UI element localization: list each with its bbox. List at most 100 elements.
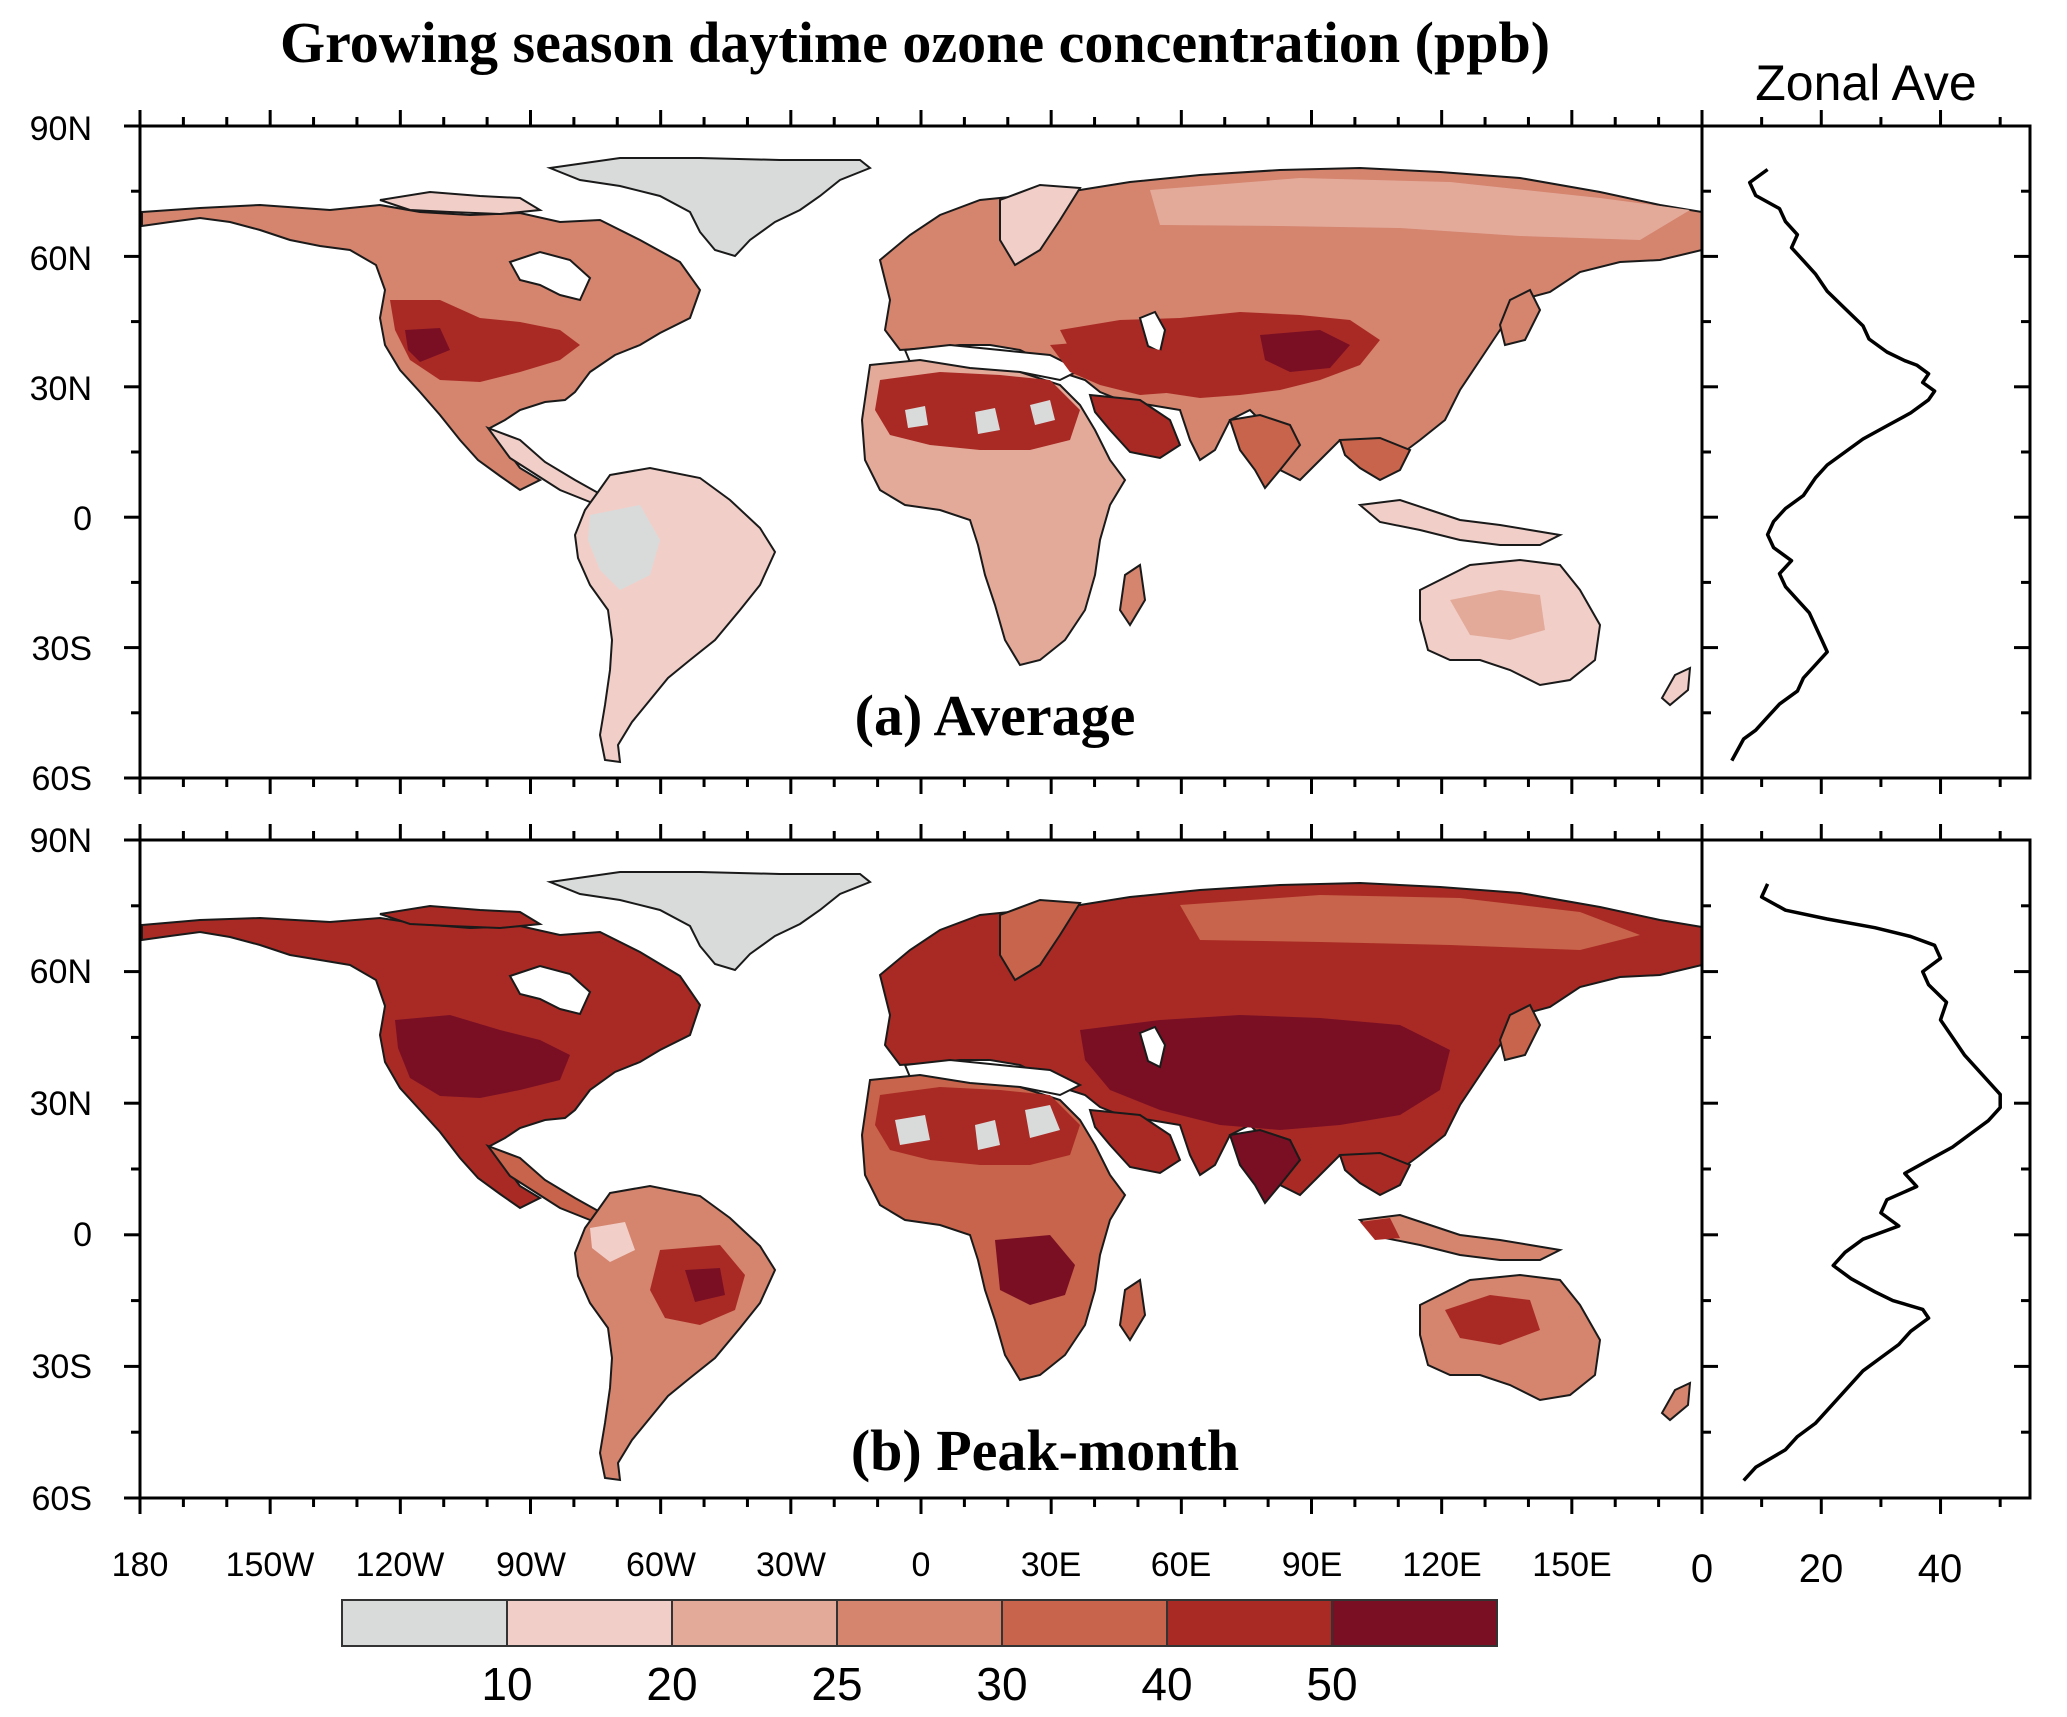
australia-a-mid	[1450, 590, 1545, 640]
colorbar	[341, 1599, 1498, 1647]
greenland-a	[546, 157, 872, 258]
lat-label-30s-b: 30S	[32, 1348, 93, 1386]
southeast-asia-b	[1338, 1151, 1412, 1197]
siberia-b-mid	[1180, 895, 1640, 950]
siberia-a-light	[1150, 178, 1690, 240]
caspian-a	[1138, 310, 1167, 354]
lat-label-30s-a: 30S	[32, 630, 93, 668]
japan-b	[1498, 1003, 1542, 1062]
lat-label-60n-a: 60N	[30, 240, 92, 278]
lon-label-180: 180	[112, 1546, 169, 1584]
india-a	[1228, 413, 1302, 490]
indonesia-a	[1357, 498, 1564, 546]
amazon-a	[588, 505, 660, 590]
lat-label-90n-a: 90N	[30, 110, 92, 148]
north-america-a-dark	[390, 300, 580, 382]
zonal-average-lines	[1730, 168, 2002, 1482]
north-america-b-darkest	[395, 1015, 570, 1098]
lon-label-90e: 90E	[1282, 1546, 1343, 1584]
colorbar-label-30: 30	[976, 1658, 1027, 1710]
colorbar-swatch	[506, 1599, 673, 1647]
asia-b-darkest	[1080, 1015, 1450, 1130]
madagascar-a	[1118, 563, 1147, 627]
arabia-b	[1088, 1108, 1182, 1175]
lat-label-60s-b: 60S	[32, 1480, 93, 1518]
sahara-a	[875, 372, 1080, 450]
zonal-a-frame	[1700, 124, 2032, 780]
lat-label-60s-a: 60S	[32, 760, 93, 798]
south-america-b-darkest	[685, 1268, 725, 1302]
central-africa-b-darkest	[995, 1235, 1075, 1305]
lon-label-120w: 120W	[356, 1546, 445, 1584]
lat-label-90n-b: 90N	[30, 822, 92, 860]
panel-b-land	[141, 871, 1702, 1482]
colorbar-swatch	[341, 1599, 508, 1647]
colorbar-label-40: 40	[1141, 1658, 1192, 1710]
india-b	[1228, 1128, 1302, 1205]
panel-a-map: (a) Average	[138, 124, 1704, 780]
lon-label-30w: 30W	[756, 1546, 826, 1584]
lon-label-0: 0	[912, 1546, 931, 1584]
figure-title: Growing season daytime ozone concentrati…	[280, 10, 1550, 75]
lat-label-0-b: 0	[73, 1216, 92, 1254]
colorbar-label-25: 25	[811, 1658, 862, 1710]
colorbar-swatch	[671, 1599, 838, 1647]
lat-label-0-a: 0	[73, 500, 92, 538]
lat-label-60n-b: 60N	[30, 953, 92, 991]
scandinavia-b	[999, 898, 1082, 982]
arctic-islands-b	[379, 904, 544, 930]
lon-labels: 180 150W 120W 90W 60W 30W 0 30E 60E 90E …	[112, 1546, 1612, 1584]
zonal-tick-20: 20	[1799, 1547, 1844, 1591]
arabia-a	[1088, 393, 1182, 460]
indonesia-b-dark	[1360, 1218, 1400, 1240]
north-america-a-darkest	[405, 328, 450, 362]
colorbar-labels: 10 20 25 30 40 50	[481, 1658, 1357, 1710]
colorbar-label-10: 10	[481, 1658, 532, 1710]
turkey-iran-a	[1050, 340, 1200, 395]
zonal-tick-labels: 0 20 40	[1691, 1547, 1962, 1591]
lon-label-120e: 120E	[1402, 1546, 1481, 1584]
hudson-bay-a	[508, 250, 592, 302]
lon-label-90w: 90W	[496, 1546, 566, 1584]
colorbar-label-20: 20	[646, 1658, 697, 1710]
caspian-b	[1138, 1025, 1167, 1069]
zonal-average-line-a	[1730, 168, 1937, 762]
panel-b-label: (b) Peak-month	[851, 1418, 1239, 1483]
colorbar-swatch	[1166, 1599, 1333, 1647]
lat-labels-panel-a: 90N 60N 30N 0 30S 60S	[30, 110, 92, 798]
colorbar-swatch	[1331, 1599, 1498, 1647]
madagascar-b	[1118, 1278, 1147, 1342]
zonal-tick-0: 0	[1691, 1547, 1713, 1591]
panel-a-label: (a) Average	[855, 683, 1136, 748]
sahara-b-gaps	[895, 1105, 1060, 1150]
australia-b-dark	[1445, 1295, 1540, 1345]
sahara-a-gaps	[905, 400, 1055, 434]
scandinavia-a	[999, 183, 1082, 267]
new-zealand-a	[1660, 666, 1692, 707]
lat-label-30n-a: 30N	[30, 370, 92, 408]
southeast-asia-a	[1338, 436, 1412, 482]
japan-a	[1498, 288, 1542, 347]
arctic-islands-a	[379, 190, 544, 216]
zonal-b-frame	[1700, 838, 2032, 1500]
tibet-a-darkest	[1260, 330, 1350, 372]
colorbar-label-50: 50	[1306, 1658, 1357, 1710]
lon-label-30e: 30E	[1021, 1546, 1082, 1584]
panel-b-map: (b) Peak-month	[138, 838, 1704, 1500]
zonal-tick-40: 40	[1918, 1547, 1963, 1591]
lat-label-30n-b: 30N	[30, 1085, 92, 1123]
greenland-b	[546, 871, 872, 972]
lon-label-150e: 150E	[1532, 1546, 1611, 1584]
zonal-average-title: Zonal Ave	[1755, 55, 1976, 111]
colorbar-swatch	[836, 1599, 1003, 1647]
colorbar-swatch	[1001, 1599, 1168, 1647]
indonesia-b	[1357, 1213, 1564, 1261]
hudson-bay-b	[508, 964, 592, 1016]
amazon-b-light	[590, 1222, 635, 1262]
new-zealand-b	[1660, 1381, 1692, 1422]
zonal-average-line-b	[1742, 883, 2002, 1482]
panel-a-land	[141, 157, 1702, 764]
lon-label-150w: 150W	[226, 1546, 315, 1584]
lat-labels-panel-b: 90N 60N 30N 0 30S 60S	[30, 822, 92, 1518]
